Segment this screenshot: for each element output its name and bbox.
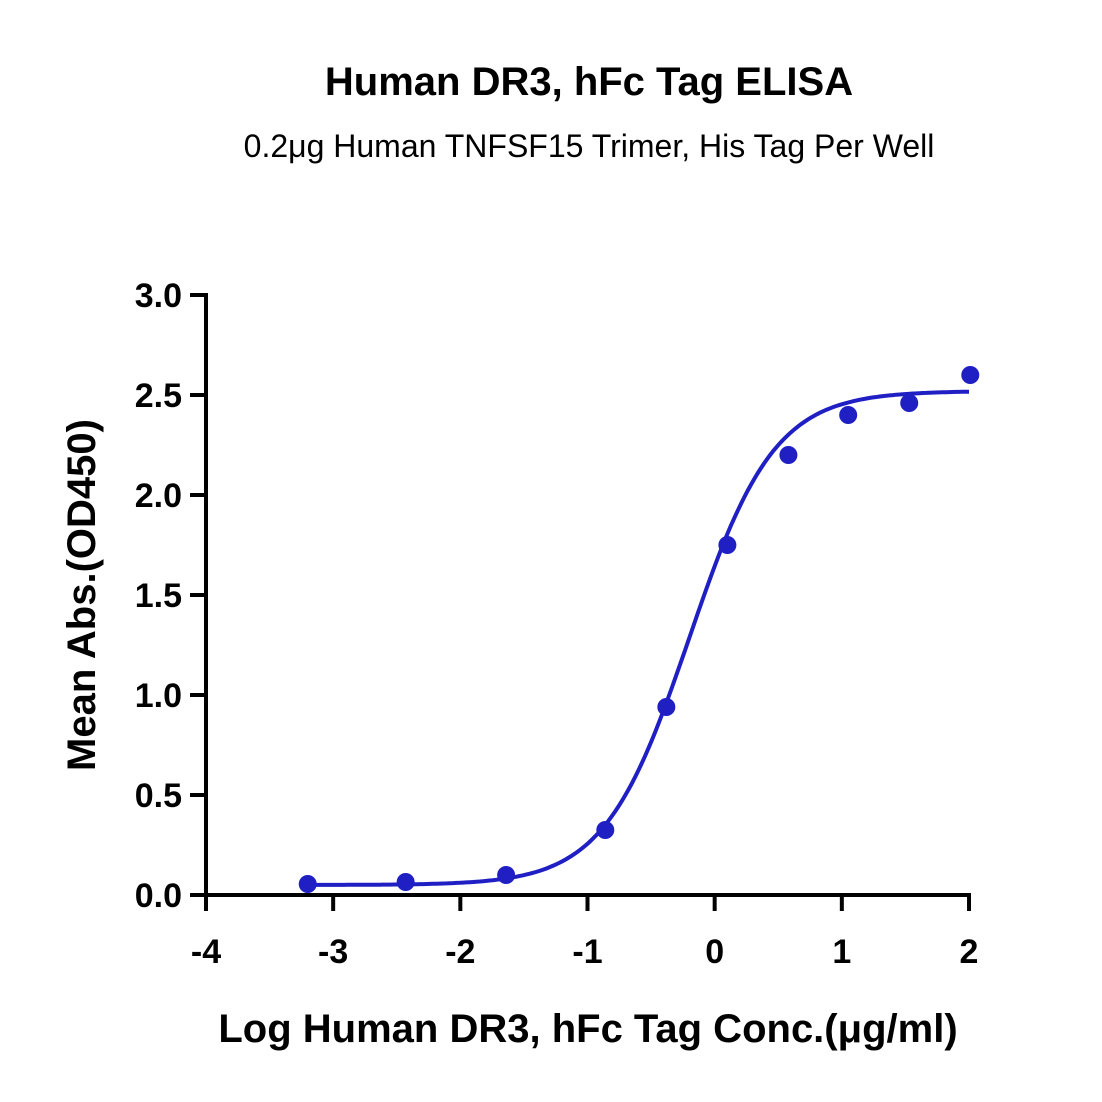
data-points — [298, 366, 980, 893]
data-point — [298, 875, 317, 893]
data-point — [718, 536, 737, 554]
y-tick-label: 2.0 — [135, 477, 182, 515]
x-axis-label: Log Human DR3, hFc Tag Conc.(μg/ml) — [218, 1007, 957, 1051]
data-point — [779, 446, 798, 464]
y-tick-label: 2.5 — [135, 377, 182, 415]
axes: -4 -3 -2 -1 0 1 2 0.0 0.5 1.0 1.5 2.0 2.5 3.0 — [135, 277, 979, 971]
data-point — [961, 366, 980, 384]
y-tick-label: 0.0 — [135, 877, 182, 915]
y-axis-label: Mean Abs.(OD450) — [60, 419, 104, 771]
data-point — [657, 698, 676, 716]
data-point — [596, 821, 615, 839]
y-tick-label: 0.5 — [135, 777, 182, 815]
data-point — [497, 866, 516, 884]
x-tick-label: 0 — [705, 933, 724, 971]
chart-subtitle: 0.2μg Human TNFSF15 Trimer, His Tag Per … — [243, 128, 935, 164]
x-tick-label: -4 — [191, 933, 221, 971]
x-tick-label: 2 — [960, 933, 979, 971]
x-tick-label: 1 — [832, 933, 851, 971]
x-tick-label: -3 — [318, 933, 348, 971]
data-point — [396, 873, 415, 891]
data-point — [900, 394, 919, 412]
x-tick-label: -1 — [572, 933, 602, 971]
y-tick-label: 3.0 — [135, 277, 182, 315]
x-tick-label: -2 — [445, 933, 475, 971]
y-tick-label: 1.0 — [135, 677, 182, 715]
y-tick-label: 1.5 — [135, 577, 182, 615]
chart-title: Human DR3, hFc Tag ELISA — [324, 60, 854, 104]
data-point — [839, 406, 858, 424]
fit-curve — [307, 389, 969, 887]
